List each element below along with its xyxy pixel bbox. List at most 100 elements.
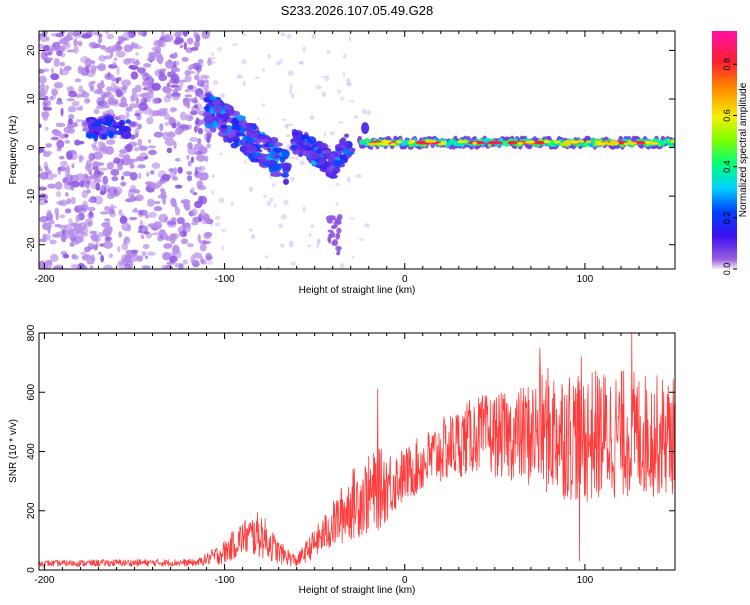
spectral-blob bbox=[240, 128, 245, 135]
spectral-blob bbox=[358, 238, 364, 241]
spectral-blob bbox=[82, 200, 88, 209]
y-tick-label: 200 bbox=[26, 502, 37, 519]
spectral-blob bbox=[148, 211, 157, 218]
spectral-blob bbox=[323, 131, 327, 138]
spectral-blob bbox=[196, 180, 204, 189]
spectral-blob bbox=[218, 152, 224, 156]
band-peak bbox=[381, 140, 392, 144]
colorbar-tick-label: 0.6 bbox=[722, 109, 732, 122]
spectral-blob bbox=[145, 255, 149, 259]
spectral-blob bbox=[74, 78, 82, 83]
spectral-blob bbox=[356, 174, 362, 178]
spectral-blob bbox=[219, 93, 225, 98]
spectral-blob bbox=[169, 255, 178, 263]
spectral-blob bbox=[48, 170, 53, 177]
spectral-blob bbox=[173, 167, 178, 175]
spectral-blob bbox=[171, 92, 181, 97]
spectral-blob bbox=[159, 188, 166, 193]
spectral-blob bbox=[162, 86, 173, 94]
spectral-blob bbox=[125, 249, 132, 255]
spectral-blob bbox=[345, 78, 351, 83]
spectral-blob bbox=[97, 232, 104, 238]
spectral-blob bbox=[103, 55, 113, 60]
spectral-blob bbox=[107, 71, 111, 79]
spectral-blob bbox=[210, 223, 213, 227]
spectral-blob bbox=[56, 100, 63, 105]
spectral-blob bbox=[151, 162, 161, 170]
spectral-blob bbox=[107, 127, 117, 131]
spectral-blob bbox=[117, 164, 123, 171]
spectral-blob bbox=[39, 215, 49, 223]
spectral-blob bbox=[174, 184, 183, 189]
spectral-blob bbox=[93, 174, 103, 181]
spectrogram-x-ticks: -200 -100 0 100 bbox=[34, 31, 676, 285]
spectral-blob bbox=[348, 36, 352, 42]
band-peak bbox=[626, 141, 638, 145]
spectral-blob bbox=[138, 209, 148, 216]
spectral-blob bbox=[164, 122, 170, 127]
spectral-blob bbox=[69, 242, 75, 247]
snr-plot-area bbox=[39, 333, 675, 570]
spectral-blob bbox=[133, 207, 138, 212]
spectral-blob bbox=[203, 115, 214, 125]
spectral-blob bbox=[182, 259, 188, 265]
spectral-blob bbox=[215, 215, 221, 221]
spectral-blob bbox=[344, 141, 351, 149]
spectral-blob bbox=[328, 165, 333, 173]
spectral-blob bbox=[272, 147, 283, 152]
spectral-blob bbox=[89, 155, 94, 162]
spectral-blob bbox=[242, 147, 250, 155]
spectral-blob bbox=[336, 227, 342, 234]
spectral-blob bbox=[155, 40, 164, 46]
spectral-blob bbox=[42, 116, 48, 121]
spectral-blob bbox=[197, 59, 204, 64]
spectral-blob bbox=[286, 33, 292, 39]
spectrogram-marks bbox=[39, 31, 675, 269]
spectral-blob bbox=[146, 58, 154, 62]
spectral-blob bbox=[101, 132, 107, 140]
spectral-blob bbox=[140, 71, 149, 77]
spectral-blob bbox=[335, 147, 344, 152]
spectral-blob bbox=[264, 255, 269, 259]
spectral-blob bbox=[161, 173, 171, 181]
spectral-blob bbox=[332, 160, 344, 166]
spectral-blob bbox=[119, 215, 128, 225]
spectral-blob bbox=[77, 262, 85, 269]
spectral-blob bbox=[143, 231, 150, 235]
spectral-blob bbox=[137, 94, 146, 98]
spectral-blob bbox=[77, 205, 83, 210]
spectral-blob bbox=[211, 174, 214, 178]
spectral-blob bbox=[138, 102, 148, 111]
spectral-blob bbox=[42, 222, 52, 231]
spectral-blob bbox=[71, 122, 79, 128]
spectral-blob bbox=[138, 225, 143, 229]
spectral-blob bbox=[99, 211, 110, 215]
spectral-blob bbox=[205, 102, 215, 107]
spectral-blob bbox=[96, 96, 105, 106]
spectral-blob bbox=[212, 120, 218, 129]
spectral-blob bbox=[346, 80, 350, 87]
spectral-blob bbox=[326, 169, 335, 178]
band-peak bbox=[472, 141, 478, 145]
spectral-blob bbox=[230, 201, 234, 206]
spectral-blob bbox=[59, 61, 66, 67]
spectral-blob bbox=[153, 206, 163, 212]
spectral-blob bbox=[329, 131, 335, 136]
spectral-blob bbox=[300, 62, 303, 66]
spectral-blob bbox=[207, 57, 212, 67]
spectral-blob bbox=[135, 194, 144, 202]
spectral-blob bbox=[170, 107, 178, 112]
spectral-blob bbox=[50, 173, 58, 178]
spectral-blob bbox=[211, 52, 214, 57]
spectral-blob bbox=[250, 234, 256, 240]
spectral-blob bbox=[308, 232, 312, 237]
spectral-blob bbox=[88, 168, 92, 176]
spectral-blob bbox=[134, 84, 142, 93]
spectral-blob bbox=[168, 79, 176, 84]
spectral-blob bbox=[44, 126, 49, 131]
spectral-blob bbox=[302, 206, 306, 212]
spectral-blob bbox=[110, 82, 117, 90]
spectral-blob bbox=[157, 235, 164, 242]
